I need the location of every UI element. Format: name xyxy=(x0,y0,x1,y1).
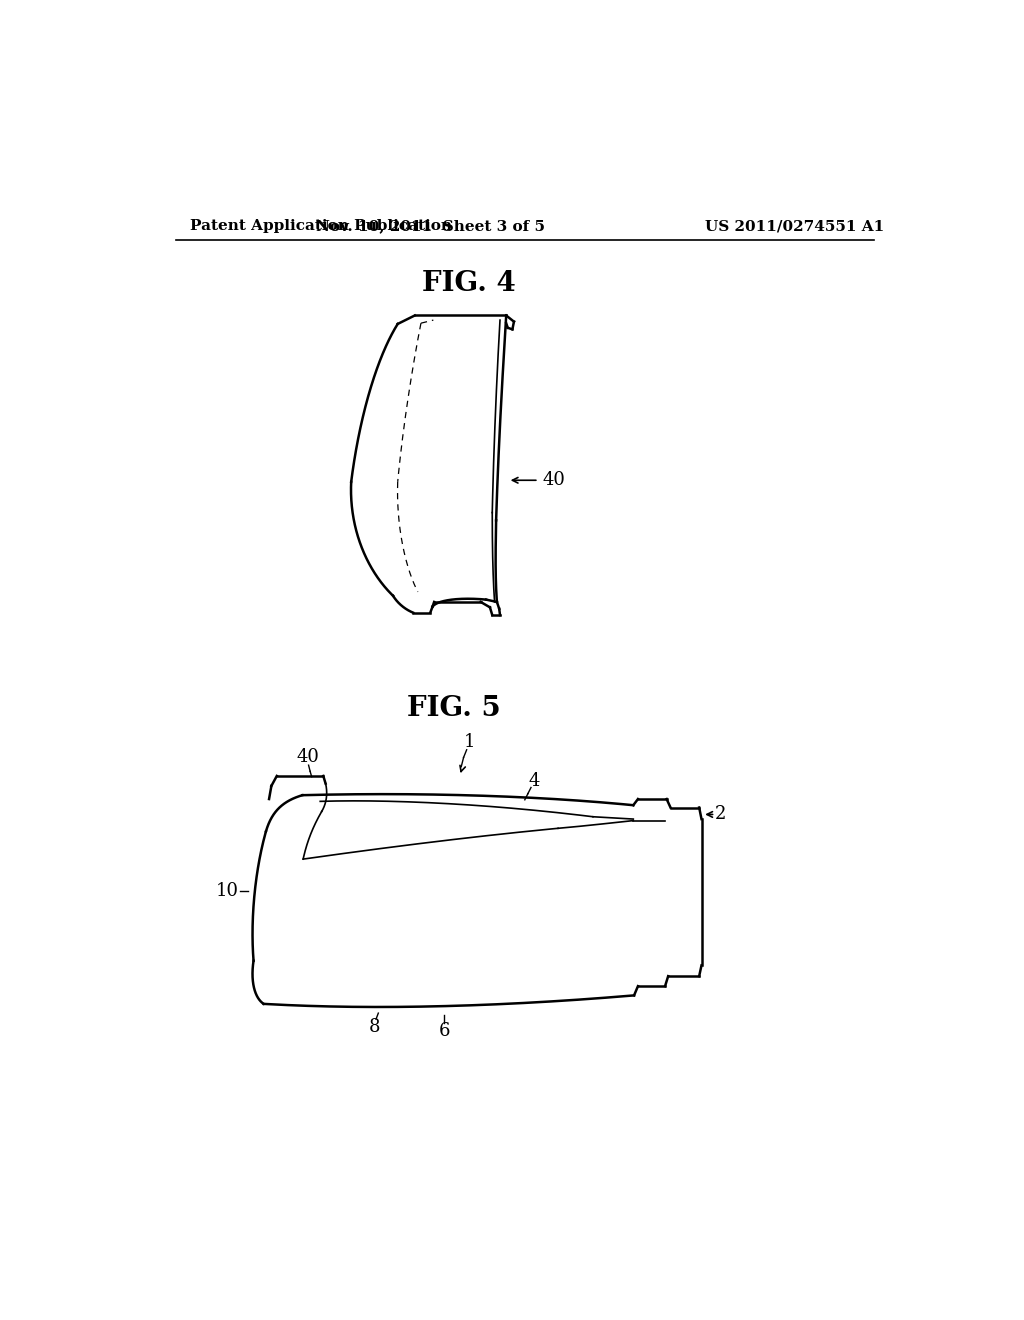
Text: 10: 10 xyxy=(216,883,239,900)
Text: 2: 2 xyxy=(715,805,727,824)
Text: 4: 4 xyxy=(528,772,540,789)
Text: 40: 40 xyxy=(296,748,319,767)
Text: Patent Application Publication: Patent Application Publication xyxy=(190,219,452,234)
Text: FIG. 5: FIG. 5 xyxy=(407,696,501,722)
Text: 6: 6 xyxy=(438,1022,450,1040)
Text: 8: 8 xyxy=(369,1018,380,1036)
Text: FIG. 4: FIG. 4 xyxy=(422,269,516,297)
Text: 40: 40 xyxy=(543,471,565,490)
Text: US 2011/0274551 A1: US 2011/0274551 A1 xyxy=(706,219,885,234)
Text: 1: 1 xyxy=(463,733,475,751)
Text: Nov. 10, 2011  Sheet 3 of 5: Nov. 10, 2011 Sheet 3 of 5 xyxy=(315,219,545,234)
